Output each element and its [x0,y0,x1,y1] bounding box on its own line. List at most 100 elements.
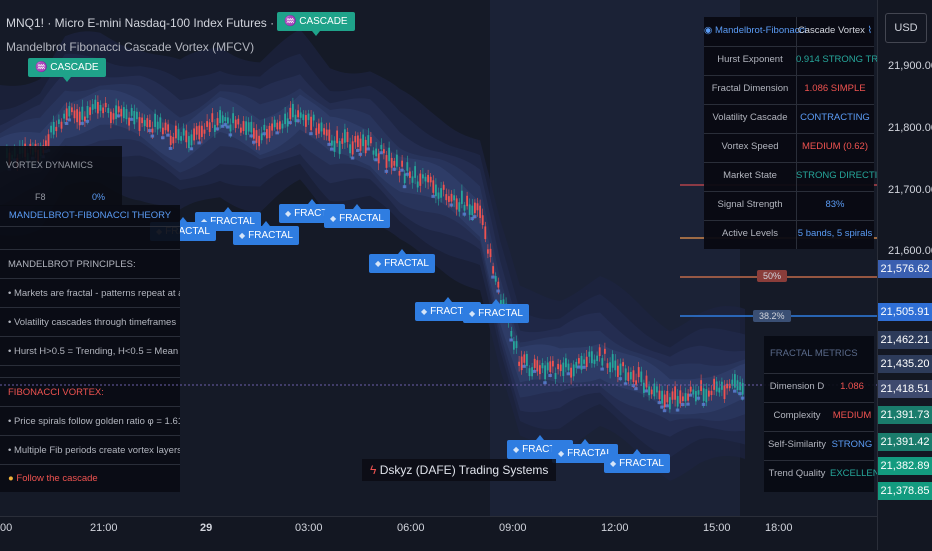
theory-footer: ● Follow the cascade [8,473,98,484]
row-label: Volatility Cascade [712,112,788,123]
price-label: 21,800.00 [888,122,932,134]
spiral-dot [275,131,279,135]
currency-button[interactable]: USD [885,13,927,43]
price-box: 21,382.89 [878,457,932,475]
time-axis[interactable] [0,516,877,551]
spiral-dot [582,365,586,369]
spiral-dot [161,136,165,140]
spiral-dot [402,185,407,189]
time-label: 18:00 [765,522,793,534]
row-value: MEDIUM (0.62) [802,141,868,152]
theory-spacer [0,227,180,250]
metrics-row: Self-Similarity STRONG [764,431,874,461]
chart-title: MNQ1! · Micro E-mini Nasdaq-100 Index Fu… [6,16,322,30]
theory-spacer [0,366,180,378]
spiral-dot [252,140,256,144]
spiral-dot [262,132,266,136]
spiral-dot [400,168,404,172]
spiral-dot [686,402,690,406]
spiral-dot [405,172,409,176]
table-row: Fractal Dimension 1.086 SIMPLE [704,75,874,105]
spiral-dot [462,212,467,216]
row-value: STRONG DIRECTIONAL [796,170,877,181]
metric-label: Dimension D [769,381,825,392]
price-box: 21,391.42 [878,433,932,451]
spiral-dot [431,194,435,198]
metrics-row: Complexity MEDIUM [764,402,874,432]
row-label: Active Levels [722,228,778,239]
row-label: Hurst Exponent [717,54,783,65]
fib-level-label-382: 38.2% [753,310,791,322]
spiral-dot [665,404,669,408]
fractal-icon: ◆ [610,459,617,468]
fractal-metrics-table: FRACTAL METRICS Dimension D 1.086 Complex… [764,336,877,492]
fractal-signal-tag: ◆FRACTAL [369,249,435,273]
cascade-signal-tag: ♒ CASCADE [277,12,355,36]
time-label: 03:00 [295,522,323,534]
spiral-dot [356,149,360,153]
time-label: 29 [200,522,213,534]
spiral-dot [618,377,623,381]
fractal-icon: ◆ [330,214,337,223]
spiral-dot [688,393,693,397]
chart-area[interactable]: MNQ1! · Micro E-mini Nasdaq-100 Index Fu… [0,0,877,516]
time-label: 21:00 [90,522,118,534]
spiral-dot [168,146,173,150]
theory-section-mandelbrot: MANDELBROT PRINCIPLES: [0,250,180,279]
spiral-dot [738,392,742,396]
spiral-dot [309,132,313,136]
price-label: 21,600.00 [888,245,932,257]
spiral-dot [189,147,194,151]
row-label: Vortex Speed [721,141,779,152]
spiral-dot [566,372,571,376]
spiral-dot [226,125,230,129]
table-row: Vortex Speed MEDIUM (0.62) [704,133,874,163]
price-box: 21,378.85 [878,482,932,500]
metric-value: STRONG [831,439,873,450]
table-header: ◉ Mandelbrot-Fibonacci Cascade Vortex ⌇ [704,17,874,47]
dynamics-col1: F8 [35,192,46,202]
spiral-dot [129,117,134,121]
spiral-dot [470,217,474,221]
table-row: Active Levels 5 bands, 5 spirals [704,220,874,249]
table-row: Volatility Cascade CONTRACTING [704,104,874,134]
spiral-dot [374,158,378,162]
row-label: Fractal Dimension [711,83,789,94]
spiral-dot [116,114,121,118]
spiral-dot [358,152,363,156]
spiral-dot [330,147,334,151]
spiral-dot [85,119,90,123]
spiral-dot [623,382,628,386]
spiral-dot [675,408,680,412]
fractal-icon: ◆ [421,307,428,316]
spiral-dot [543,381,547,385]
spiral-dot [249,134,253,138]
time-label: 12:00 [601,522,629,534]
indicator-name[interactable]: Mandelbrot Fibonacci Cascade Vortex (MFC… [6,40,255,54]
fractal-icon: ◆ [285,209,292,218]
theory-item: • Markets are fractal - patterns repeat … [0,279,180,308]
spiral-dot [449,203,454,207]
spiral-dot [548,373,552,377]
metrics-row: Dimension D 1.086 [764,373,874,403]
time-label: 06:00 [397,522,425,534]
watermark: ϟ Dskyz (DAFE) Trading Systems [362,459,557,481]
spiral-dot [223,123,227,127]
spiral-dot [148,129,152,133]
spiral-icon: ◉ [704,25,715,36]
spiral-dot [644,389,649,393]
spiral-dot [681,402,685,406]
spiral-dot [634,387,638,391]
row-label: Market State [723,170,777,181]
wave-icon: ⌇ [864,25,873,36]
price-box: 21,435.20 [878,355,932,373]
theory-section-fibonacci: FIBONACCI VORTEX: [0,378,180,407]
spiral-dot [80,121,84,125]
metrics-header: FRACTAL METRICS [764,336,874,374]
spiral-dot [701,402,706,406]
spiral-dot [496,289,500,293]
fractal-signal-tag: ◆FRACTAL [324,204,390,228]
fib-level-label-50: 50% [757,270,788,282]
spiral-dot [509,338,513,342]
row-value: 1.086 SIMPLE [804,83,866,94]
